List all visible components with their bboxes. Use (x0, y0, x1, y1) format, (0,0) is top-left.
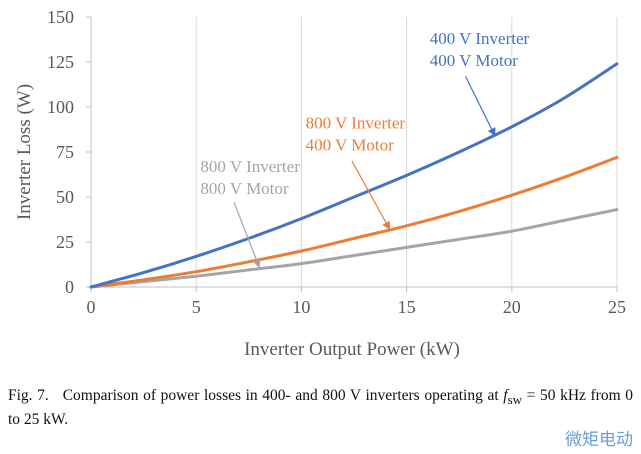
y-tick-label: 125 (47, 52, 74, 72)
y-tick-label: 0 (65, 277, 74, 297)
x-tick-label: 5 (192, 297, 201, 317)
annotation-arrow (351, 160, 391, 231)
caption-label: Fig. 7. (8, 387, 49, 404)
series-annotation-line2: 800 V Motor (200, 179, 289, 198)
x-tick-label: 0 (87, 297, 96, 317)
series-line-1 (89, 62, 619, 289)
caption-f-subscript: sw (507, 392, 522, 408)
annotation-arrow (233, 202, 261, 268)
series-annotation-line1: 400 V Inverter (430, 29, 530, 48)
x-axis-label: Inverter Output Power (kW) (244, 339, 460, 360)
series-line-3 (89, 208, 619, 289)
caption-text-before: Comparison of power losses in 400- and 8… (62, 387, 499, 404)
x-tick-label: 15 (398, 297, 416, 317)
x-tick-label: 20 (503, 297, 521, 317)
x-tick-label: 10 (292, 297, 310, 317)
y-tick-label: 75 (56, 142, 74, 162)
caption-f-symbol: f (503, 387, 508, 404)
loss-chart: 0 5 10 15 20 25 0 25 50 75 100 125 150 400 V Inverte… (14, 7, 626, 360)
x-tick-label: 25 (608, 297, 626, 317)
series-annotation-line2: 400 V Motor (430, 51, 519, 70)
series-annotation-line1: 800 V Inverter (306, 114, 406, 133)
caption-text-after: = 50 kHz from 0 to 25 kW. (8, 387, 634, 429)
series-annotation-line1: 800 V Inverter (200, 157, 300, 176)
series-line-2 (89, 155, 619, 289)
watermark: 微矩电动 (565, 430, 633, 450)
y-tick-label: 25 (56, 232, 74, 252)
annotation-arrow (464, 76, 496, 137)
y-tick-label: 50 (56, 187, 74, 207)
y-tick-label: 150 (47, 7, 74, 27)
y-axis-label: Inverter Loss (W) (14, 84, 35, 220)
y-tick-label: 100 (47, 97, 74, 117)
figure-caption: Fig. 7. Comparison of power losses in 40… (8, 386, 633, 430)
series-annotation-line2: 400 V Motor (306, 136, 395, 155)
